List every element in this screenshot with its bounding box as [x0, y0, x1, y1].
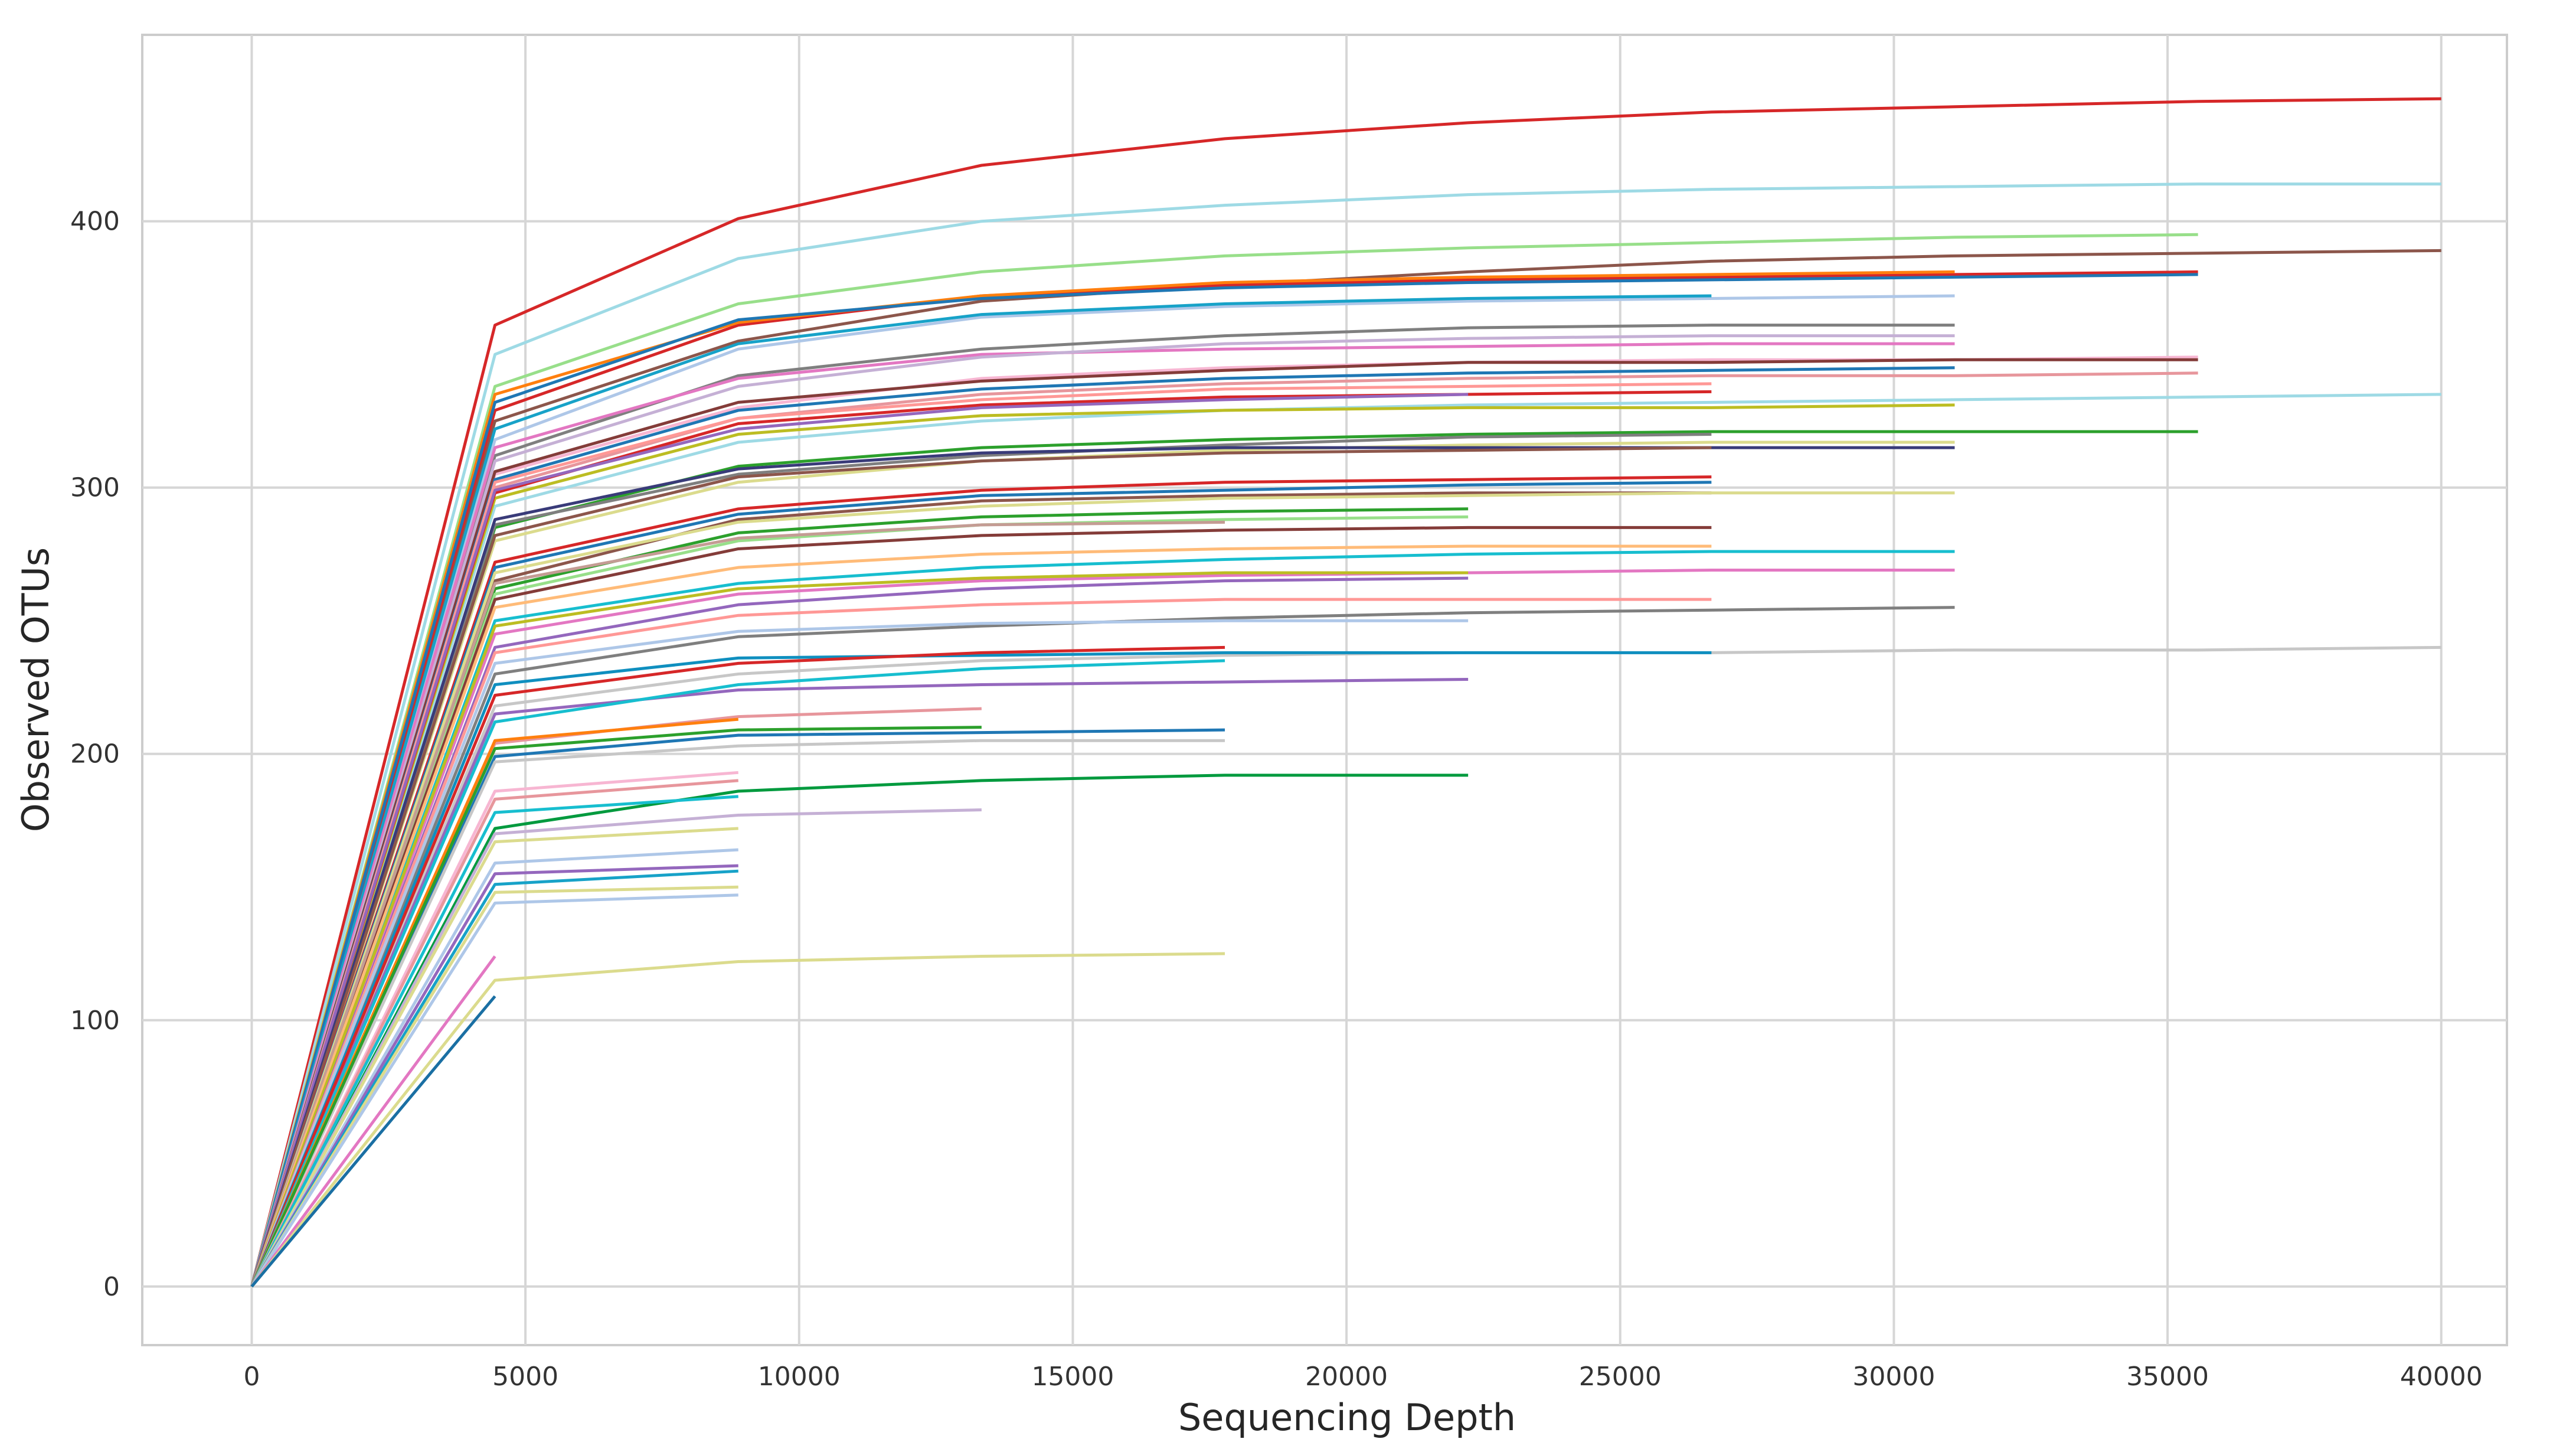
series-line-sample-60: [250, 864, 738, 1288]
series-line-sample-14: [250, 358, 2198, 1287]
series-line-sample-02: [250, 182, 2441, 1287]
series-line-sample-23: [250, 433, 1712, 1287]
series-line-sample-29: [250, 491, 1712, 1287]
series-line-sample-39: [250, 576, 1469, 1287]
series-line-sample-05: [250, 270, 2198, 1287]
x-tick-label: 20000: [1305, 1362, 1388, 1392]
y-tick-label: 0: [103, 1272, 120, 1302]
series-line-sample-38: [250, 571, 1469, 1287]
series-line-sample-47: [250, 659, 1225, 1287]
series-line-sample-49: [250, 728, 1225, 1287]
series-line-sample-57: [250, 795, 738, 1287]
series-line-sample-06: [250, 270, 1955, 1287]
series-line-sample-09: [250, 294, 1712, 1287]
series-line-sample-52: [250, 726, 982, 1287]
x-tick-label: 15000: [1031, 1362, 1114, 1392]
series-line-sample-40: [250, 598, 1712, 1287]
series-line-sample-65: [250, 952, 1225, 1288]
series-line-sample-03: [250, 233, 2198, 1287]
x-tick-label: 0: [243, 1362, 260, 1392]
series-line-sample-18: [250, 403, 1955, 1287]
y-tick-label: 200: [70, 739, 120, 769]
x-tick-label: 40000: [2400, 1362, 2483, 1392]
series-line-sample-07: [250, 273, 2198, 1287]
series-line-sample-26: [250, 446, 1712, 1287]
series-line-sample-45: [250, 677, 1469, 1287]
x-tick-label: 35000: [2126, 1362, 2209, 1392]
series-line-sample-64: [250, 955, 496, 1288]
series-line-sample-27: [250, 475, 1712, 1287]
series-line-sample-20: [250, 382, 1712, 1287]
series-line-sample-46: [250, 645, 1225, 1287]
series-layer: [250, 97, 2441, 1288]
series-line-sample-53: [250, 774, 1469, 1287]
series-line-sample-54: [250, 808, 982, 1287]
series-line-sample-15: [250, 371, 2198, 1287]
series-line-sample-63: [250, 893, 738, 1288]
series-line-sample-28: [250, 481, 1712, 1287]
x-tick-label: 25000: [1579, 1362, 1662, 1392]
series-line-sample-12: [250, 334, 1955, 1287]
series-line-sample-33: [250, 526, 1712, 1287]
series-line-sample-42: [250, 619, 1469, 1287]
series-line-sample-10: [250, 324, 1955, 1287]
plot-background: [141, 34, 2508, 1346]
series-line-sample-08: [250, 294, 1955, 1287]
series-line-sample-50: [250, 739, 1225, 1287]
x-axis-ticks: 0 5000 10000 15000 20000 25000 30000 35000 40000: [243, 1362, 2482, 1392]
y-tick-label: 100: [70, 1006, 120, 1036]
series-line-sample-21: [250, 393, 1469, 1287]
y-axis-label: Observed OTUs: [14, 547, 57, 832]
x-tick-label: 30000: [1852, 1362, 1935, 1392]
series-line-sample-66: [250, 995, 496, 1288]
series-line-sample-35: [250, 550, 1955, 1287]
y-tick-label: 300: [70, 473, 120, 503]
series-line-sample-01: [250, 97, 2441, 1287]
x-axis-label: Sequencing Depth: [1178, 1396, 1516, 1439]
series-line-sample-58: [250, 827, 738, 1287]
x-tick-label: 10000: [758, 1362, 841, 1392]
series-line-sample-34: [250, 520, 1225, 1287]
series-line-sample-16: [250, 366, 1955, 1287]
y-axis-ticks: 0 100 200 300 400: [70, 207, 120, 1302]
series-line-sample-36: [250, 544, 1712, 1287]
series-line-sample-37: [250, 569, 1955, 1287]
series-line-sample-62: [250, 885, 738, 1288]
series-line-sample-30: [250, 491, 1955, 1287]
x-tick-label: 5000: [492, 1362, 558, 1392]
series-line-sample-44: [250, 651, 1712, 1287]
y-tick-label: 400: [70, 207, 120, 237]
series-line-sample-56: [250, 779, 738, 1287]
series-line-sample-59: [250, 848, 738, 1288]
